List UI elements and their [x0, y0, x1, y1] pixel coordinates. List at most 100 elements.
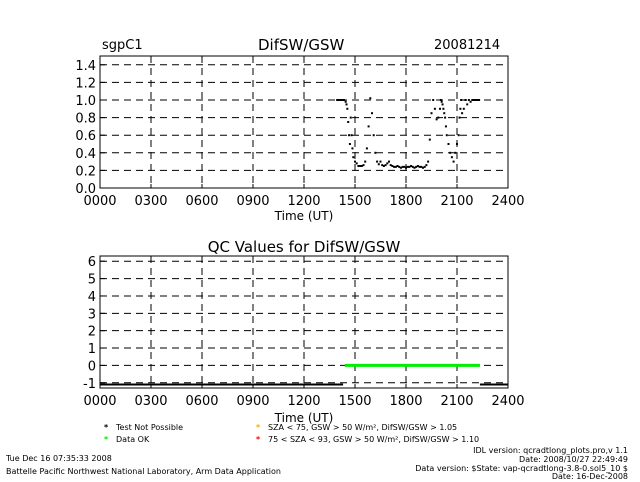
legend-marker: * — [104, 435, 109, 444]
data-point — [442, 107, 445, 110]
date-label: 20081214 — [434, 38, 501, 53]
y-tick-label: 4 — [88, 290, 96, 305]
x-tick-label: 1500 — [338, 394, 371, 409]
data-point — [360, 165, 363, 167]
data-point — [345, 103, 348, 106]
data-point — [473, 99, 475, 101]
data-point — [359, 165, 362, 167]
data-point — [464, 99, 467, 101]
data-point — [416, 165, 419, 167]
data-point — [399, 166, 402, 169]
x-axis-label: Time (UT) — [274, 411, 334, 425]
data-point — [441, 103, 444, 106]
data-point — [339, 99, 342, 101]
data-point — [381, 164, 384, 167]
data-point — [382, 165, 385, 167]
data-point — [469, 100, 472, 103]
footer-timestamp: Tue Dec 16 07:35:33 2008 — [6, 454, 112, 463]
legend-item-data-ok: * Data OK — [104, 435, 149, 444]
x-tick-label: 2100 — [440, 194, 473, 209]
data-point — [457, 134, 460, 137]
data-point — [386, 162, 389, 165]
data-point — [447, 143, 450, 145]
x-tick-label: 1200 — [287, 194, 320, 209]
data-point — [364, 160, 367, 163]
x-tick-label: 1200 — [287, 394, 320, 409]
x-tick-label: 1800 — [389, 194, 422, 209]
y-tick-label: 0 — [88, 359, 96, 374]
data-point — [406, 165, 409, 168]
data-point — [354, 160, 356, 163]
data-point — [462, 107, 465, 110]
data-point — [449, 151, 452, 154]
data-point — [376, 160, 379, 163]
footer-idl-version: IDL version: qcradtlong_plots.pro,v 1.1 — [473, 446, 628, 455]
data-point — [362, 164, 365, 167]
data-point — [467, 99, 470, 101]
data-point — [367, 125, 370, 128]
data-point — [439, 99, 442, 101]
data-point — [389, 164, 392, 167]
plot-title: DifSW/GSW — [258, 36, 345, 54]
data-point — [450, 156, 453, 159]
data-point — [365, 147, 368, 150]
x-tick-label: 1800 — [389, 394, 422, 409]
data-point — [452, 160, 455, 163]
y-tick-label: 0.0 — [75, 182, 96, 197]
footer-data-date: Date: 16-Dec-2008 — [551, 472, 628, 481]
data-point — [357, 165, 360, 167]
data-point — [428, 138, 431, 141]
data-point — [347, 121, 350, 123]
x-tick-label: 0000 — [83, 194, 116, 209]
x-tick-label: 0300 — [134, 394, 167, 409]
x-tick-label: 2400 — [491, 194, 524, 209]
y-tick-label: 1 — [88, 342, 96, 357]
x-tick-label: 0900 — [236, 394, 269, 409]
data-point — [411, 165, 414, 168]
data-point — [372, 134, 375, 137]
data-point — [430, 112, 433, 115]
data-point — [478, 99, 481, 101]
data-point — [459, 107, 462, 110]
data-point — [398, 165, 401, 168]
footer-organization: Battelle Pacific Northwest National Labo… — [6, 467, 281, 476]
data-point — [476, 99, 479, 101]
data-point — [351, 147, 354, 150]
chart-panel-1: 0000 0300 0600 0900 1200 1500 1800 2100 2400 0.0 0… — [75, 55, 525, 223]
x-tick-label: 1500 — [338, 194, 371, 209]
data-point — [384, 164, 387, 167]
data-point — [369, 97, 372, 100]
data-point — [377, 163, 380, 166]
footer-idl-date: Date: 2008/10/27 22:49:49 — [519, 455, 628, 464]
y-tick-label: 1.2 — [75, 76, 96, 91]
legend-item-sza-75-93: * 75 < SZA < 93, GSW > 50 W/m², DifSW/GSW… — [256, 435, 479, 444]
data-point — [432, 99, 435, 101]
data-point — [474, 99, 477, 101]
data-point — [348, 134, 351, 137]
data-point — [435, 118, 438, 121]
legend-item-test-not-possible: * Test Not Possible — [104, 423, 183, 432]
legend-marker: * — [256, 435, 261, 444]
site-label: sgpC1 — [102, 38, 143, 53]
legend-label: Test Not Possible — [116, 423, 184, 432]
data-point — [413, 166, 416, 169]
y-tick-label: 2 — [88, 325, 96, 340]
data-point — [342, 99, 345, 101]
legend-marker: * — [256, 423, 261, 432]
data-point — [454, 151, 457, 154]
x-tick-label: 0000 — [83, 394, 116, 409]
data-point — [461, 112, 464, 115]
y-tick-label: 0.8 — [75, 112, 96, 127]
data-point — [425, 164, 428, 167]
y-tick-label: 5 — [88, 273, 96, 288]
data-point — [460, 99, 463, 101]
data-point — [350, 134, 353, 137]
panel-title: QC Values for DifSW/GSW — [208, 238, 401, 256]
y-tick-label: 6 — [88, 255, 96, 270]
data-point — [396, 165, 399, 167]
y-tick-label: 1.4 — [75, 59, 96, 74]
data-point — [393, 165, 396, 168]
y-tick-label: -1 — [83, 377, 96, 392]
legend-label: Data OK — [116, 435, 150, 444]
x-tick-label: 2400 — [491, 394, 524, 409]
